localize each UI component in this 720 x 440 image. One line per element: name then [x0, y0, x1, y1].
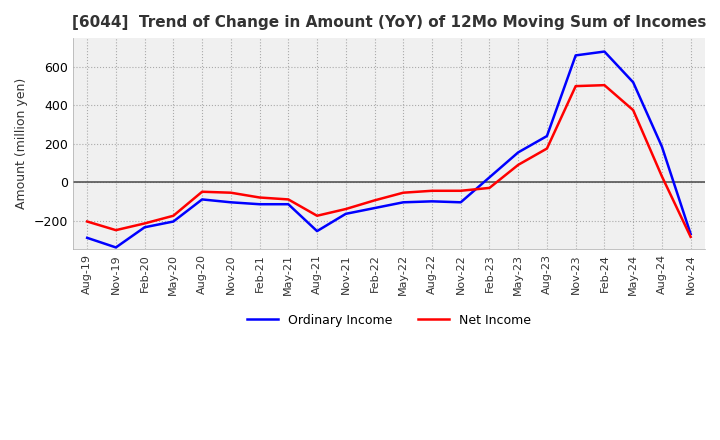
Ordinary Income — [198, 197, 207, 202]
Ordinary Income — [600, 49, 608, 54]
Net Income — [428, 188, 436, 194]
Net Income — [169, 213, 178, 218]
Ordinary Income — [428, 199, 436, 204]
Net Income — [227, 190, 235, 195]
Net Income — [112, 227, 120, 233]
Ordinary Income — [341, 211, 350, 216]
Net Income — [399, 190, 408, 195]
Net Income — [312, 213, 321, 218]
Ordinary Income — [629, 80, 637, 85]
Ordinary Income — [169, 219, 178, 224]
Ordinary Income — [227, 200, 235, 205]
Net Income — [370, 198, 379, 203]
Net Income — [456, 188, 465, 194]
Y-axis label: Amount (million yen): Amount (million yen) — [15, 78, 28, 209]
Ordinary Income — [399, 200, 408, 205]
Ordinary Income — [657, 144, 666, 149]
Net Income — [514, 162, 523, 168]
Ordinary Income — [140, 225, 149, 230]
Ordinary Income — [312, 228, 321, 234]
Ordinary Income — [284, 202, 292, 207]
Net Income — [140, 221, 149, 226]
Net Income — [485, 185, 494, 191]
Ordinary Income — [370, 205, 379, 211]
Line: Ordinary Income: Ordinary Income — [87, 51, 690, 247]
Net Income — [629, 107, 637, 113]
Title: [6044]  Trend of Change in Amount (YoY) of 12Mo Moving Sum of Incomes: [6044] Trend of Change in Amount (YoY) o… — [72, 15, 706, 30]
Ordinary Income — [572, 53, 580, 58]
Net Income — [686, 234, 695, 239]
Net Income — [600, 83, 608, 88]
Line: Net Income: Net Income — [87, 85, 690, 237]
Ordinary Income — [456, 200, 465, 205]
Ordinary Income — [686, 231, 695, 237]
Net Income — [572, 84, 580, 89]
Ordinary Income — [514, 150, 523, 155]
Net Income — [284, 197, 292, 202]
Ordinary Income — [543, 133, 552, 139]
Net Income — [256, 195, 264, 200]
Net Income — [657, 174, 666, 179]
Ordinary Income — [83, 235, 91, 241]
Net Income — [83, 219, 91, 224]
Legend: Ordinary Income, Net Income: Ordinary Income, Net Income — [242, 309, 536, 332]
Net Income — [198, 189, 207, 194]
Ordinary Income — [485, 175, 494, 180]
Net Income — [543, 146, 552, 151]
Ordinary Income — [256, 202, 264, 207]
Net Income — [341, 206, 350, 212]
Ordinary Income — [112, 245, 120, 250]
